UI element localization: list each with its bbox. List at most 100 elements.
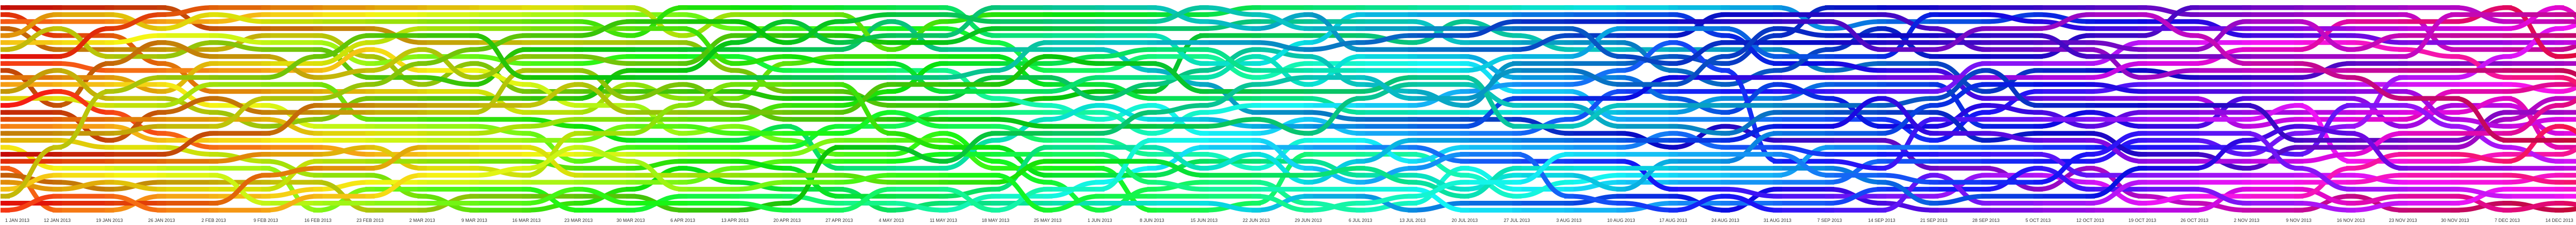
node-26-t39 <box>1981 131 1991 136</box>
node-27-t41 <box>2086 201 2095 206</box>
series-22-segment-11 <box>526 82 579 108</box>
node-20-t38 <box>1929 207 1939 213</box>
node-2-t7 <box>313 89 323 94</box>
node-28-t10 <box>469 33 479 38</box>
node-28-t19 <box>939 75 948 80</box>
node-28-t20 <box>991 68 1001 73</box>
node-22-t43 <box>2190 103 2199 108</box>
x-tick-label: 30 NOV 2013 <box>2441 218 2469 223</box>
node-14-t17 <box>834 166 844 171</box>
node-7-t27 <box>1355 117 1365 122</box>
node-3-t28 <box>1408 61 1417 66</box>
node-25-t30 <box>1512 68 1522 73</box>
series-30-segment-45 <box>2298 166 2351 192</box>
node-12-t14 <box>678 145 688 150</box>
series-17-segment-49 <box>2507 5 2560 31</box>
node-27-t3 <box>105 172 114 178</box>
node-3-t34 <box>1720 117 1730 122</box>
node-12-t45 <box>2294 103 2303 108</box>
node-10-t33 <box>1668 68 1678 73</box>
node-14-t39 <box>1981 75 1991 80</box>
node-15-t46 <box>2346 103 2355 108</box>
series-21-segment-19 <box>943 194 996 213</box>
node-17-t6 <box>261 117 270 122</box>
node-9-t3 <box>105 68 114 73</box>
node-3-t30 <box>1512 89 1522 94</box>
node-19-t20 <box>991 19 1001 24</box>
x-tick-label: 23 MAR 2013 <box>564 218 592 223</box>
node-23-t30 <box>1512 172 1522 178</box>
node-12-t31 <box>1564 82 1574 87</box>
x-tick-label: 26 OCT 2013 <box>2180 218 2208 223</box>
node-1-t7 <box>313 26 323 31</box>
node-19-t2 <box>53 131 62 136</box>
node-28-t11 <box>521 75 531 80</box>
node-2-t14 <box>678 96 688 101</box>
node-21-t49 <box>2502 159 2512 164</box>
series-26-segment-36 <box>1829 96 1882 129</box>
node-18-t21 <box>1043 137 1053 143</box>
node-13-t17 <box>834 40 844 45</box>
node-17-t25 <box>1251 68 1261 73</box>
node-9-t41 <box>2086 159 2095 164</box>
node-4-t31 <box>1564 61 1574 66</box>
node-24-t35 <box>1773 201 1782 206</box>
node-25-t40 <box>2033 33 2043 38</box>
node-17-t27 <box>1355 68 1365 73</box>
node-19-t39 <box>1981 40 1991 45</box>
node-24-t40 <box>2033 166 2043 171</box>
node-3-t21 <box>1043 68 1053 73</box>
node-7-t19 <box>939 47 948 52</box>
node-21-t50 <box>2554 124 2564 129</box>
node-26-t18 <box>887 194 896 199</box>
series-7-segment-5 <box>213 40 266 52</box>
series-20-segment-37 <box>1882 201 1934 213</box>
node-18-t27 <box>1355 137 1365 143</box>
node-27-t46 <box>2346 180 2355 185</box>
node-17-t18 <box>887 89 896 94</box>
node-22-t49 <box>2502 110 2512 115</box>
node-19-t15 <box>730 19 740 24</box>
series-27-segment-11 <box>526 186 579 206</box>
node-16-t14 <box>678 82 688 87</box>
node-4-t29 <box>1460 103 1469 108</box>
series-30-segment-20 <box>995 172 1048 213</box>
node-10-t7 <box>313 75 323 80</box>
node-13-t40 <box>2033 47 2043 52</box>
node-18-t23 <box>1147 152 1157 157</box>
node-13-t46 <box>2346 68 2355 73</box>
node-27-t49 <box>2502 172 2512 178</box>
node-29-t32 <box>1616 166 1626 171</box>
node-5-t41 <box>2086 96 2095 101</box>
node-2-t25 <box>1251 96 1261 101</box>
node-8-t9 <box>417 5 427 10</box>
node-6-t45 <box>2294 40 2303 45</box>
node-6-t17 <box>834 68 844 73</box>
node-10-t45 <box>2294 5 2303 10</box>
node-28-t38 <box>1929 47 1939 52</box>
series-13-segment-26 <box>1308 12 1361 52</box>
node-22-t39 <box>1981 68 1991 73</box>
series-19-segment-15 <box>735 19 787 45</box>
series-10-segment-9 <box>422 47 474 80</box>
node-21-t12 <box>573 207 583 213</box>
node-27-t44 <box>2242 180 2251 185</box>
node-2-t41 <box>2086 110 2095 115</box>
node-8-t10 <box>469 5 479 10</box>
series-27-segment-17 <box>839 186 892 213</box>
node-3-t36 <box>1825 117 1835 122</box>
node-14-t32 <box>1616 96 1626 101</box>
node-25-t46 <box>2346 54 2355 59</box>
node-17-t3 <box>105 117 114 122</box>
node-4-t43 <box>2190 12 2199 17</box>
node-13-t5 <box>209 110 218 115</box>
node-20-t30 <box>1512 201 1522 206</box>
node-28-t17 <box>834 75 844 80</box>
node-20-t8 <box>365 172 375 178</box>
node-9-t47 <box>2398 75 2408 80</box>
node-30-t17 <box>834 180 844 185</box>
node-13-t19 <box>939 33 948 38</box>
node-19-t28 <box>1408 26 1417 31</box>
node-8-t32 <box>1616 5 1626 10</box>
node-14-t37 <box>1877 75 1887 80</box>
